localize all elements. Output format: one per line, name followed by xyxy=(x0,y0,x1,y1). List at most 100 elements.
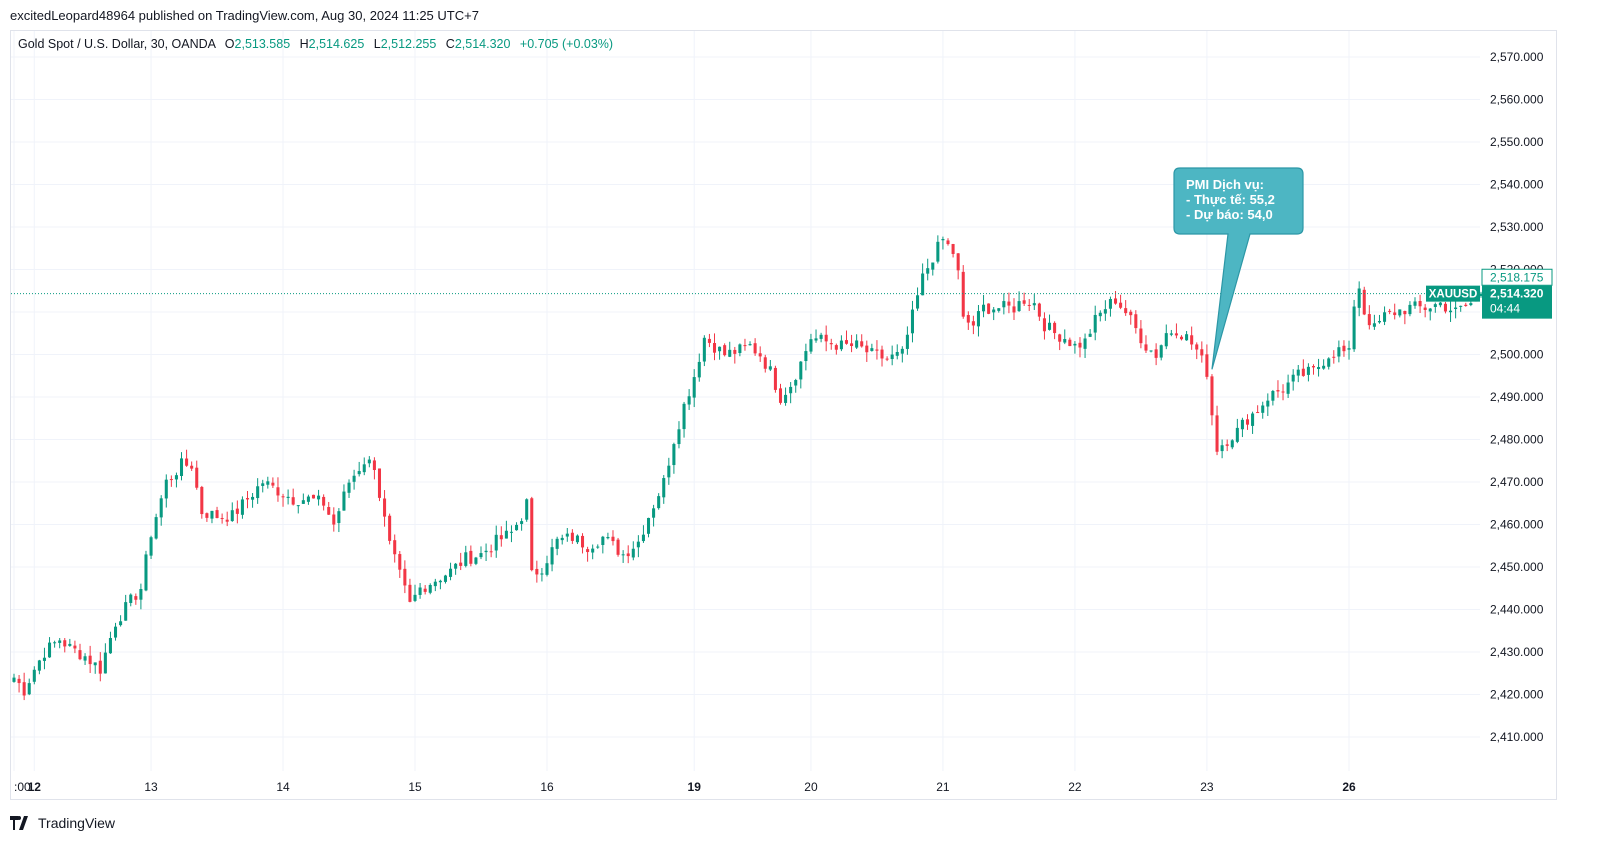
candle-body xyxy=(301,500,305,504)
candle-body xyxy=(372,460,376,471)
y-tick-label: 2,500.000 xyxy=(1490,348,1544,362)
candle-body xyxy=(581,535,585,548)
candle-body xyxy=(286,496,290,498)
candle-body xyxy=(251,496,255,500)
candle-body xyxy=(17,678,21,684)
candle-body xyxy=(1058,334,1062,342)
candle-body xyxy=(1210,376,1214,416)
candle-body xyxy=(124,602,128,621)
candle-body xyxy=(809,339,813,352)
candle-body xyxy=(149,537,153,556)
candle-body xyxy=(225,519,229,522)
x-tick-label: 26 xyxy=(1342,780,1356,794)
y-tick-label: 2,480.000 xyxy=(1490,433,1544,447)
candle-body xyxy=(332,514,336,525)
candle-body xyxy=(1017,301,1021,312)
x-tick-label: 20 xyxy=(804,780,818,794)
countdown-label: 04:44 xyxy=(1490,302,1520,316)
candle-body xyxy=(32,669,36,682)
candle-body xyxy=(281,496,285,498)
candle-body xyxy=(63,640,67,647)
candle-body xyxy=(1423,307,1427,311)
candle-body xyxy=(1068,339,1072,347)
candle-body xyxy=(306,496,310,502)
candle-body xyxy=(342,491,346,511)
candle-body xyxy=(631,548,635,558)
candle-body xyxy=(723,345,727,356)
candle-body xyxy=(103,652,107,674)
candle-body xyxy=(575,535,579,543)
candle-body xyxy=(1195,344,1199,350)
candle-body xyxy=(916,295,920,309)
candle-body xyxy=(652,508,656,518)
candle-body xyxy=(1073,343,1077,346)
legend-high-value: 2,514.625 xyxy=(308,37,365,51)
y-tick-label: 2,420.000 xyxy=(1490,688,1544,702)
candle-body xyxy=(1103,309,1107,314)
candle-body xyxy=(926,268,930,274)
candle-body xyxy=(641,534,645,542)
candle-body xyxy=(1225,444,1229,446)
candle-body xyxy=(337,511,341,524)
x-tick-label: 22 xyxy=(1068,780,1082,794)
candle-body xyxy=(1129,311,1133,316)
candle-body xyxy=(865,345,869,353)
candle-body xyxy=(1327,358,1331,367)
candle-body xyxy=(1276,390,1280,392)
candle-body xyxy=(256,486,260,499)
y-tick-label: 2,410.000 xyxy=(1490,730,1544,744)
candle-body xyxy=(1179,336,1184,340)
candle-body xyxy=(1443,303,1447,312)
candle-body xyxy=(42,657,46,661)
candle-body xyxy=(27,683,31,695)
candle-body xyxy=(966,315,970,323)
x-tick-label: 23 xyxy=(1200,780,1214,794)
candle-body xyxy=(692,377,696,398)
candle-body xyxy=(900,348,904,354)
candle-body xyxy=(1240,419,1244,430)
candle-body xyxy=(459,562,463,566)
candle-body xyxy=(738,344,742,354)
chart-area[interactable] xyxy=(10,30,1557,800)
candle-body xyxy=(971,321,975,326)
legend-low-value: 2,512.255 xyxy=(380,37,437,51)
candle-body xyxy=(586,549,590,553)
candle-body xyxy=(1149,350,1153,352)
candle-body xyxy=(393,540,397,555)
candle-body xyxy=(1144,344,1148,351)
candle-body xyxy=(768,366,772,370)
publisher-line: excitedLeopard48964 published on Trading… xyxy=(10,8,479,23)
y-tick-label: 2,490.000 xyxy=(1490,390,1544,404)
x-tick-label: 21 xyxy=(936,780,950,794)
candle-body xyxy=(200,486,204,515)
candle-body xyxy=(870,348,874,351)
candle-body xyxy=(1332,356,1336,358)
candle-body xyxy=(1098,312,1102,317)
candle-body xyxy=(403,568,407,586)
candle-body xyxy=(687,396,691,405)
candle-body xyxy=(1337,347,1341,357)
candle-body xyxy=(1372,323,1376,327)
candle-body xyxy=(1291,374,1295,382)
x-tick-label: 15 xyxy=(408,780,422,794)
candle-body xyxy=(875,349,879,351)
candle-body xyxy=(606,537,610,539)
candle-body xyxy=(245,498,250,500)
candle-body xyxy=(377,468,382,498)
candle-body xyxy=(1002,301,1006,308)
candle-body xyxy=(718,346,722,352)
candle-body xyxy=(78,650,82,660)
candle-body xyxy=(1438,302,1442,306)
candle-body xyxy=(327,507,331,515)
candle-body xyxy=(484,550,488,553)
candle-body xyxy=(921,273,925,296)
candle-body xyxy=(596,546,600,548)
candle-body xyxy=(758,353,762,357)
candle-body xyxy=(565,533,569,537)
candle-body xyxy=(12,677,16,682)
y-tick-label: 2,470.000 xyxy=(1490,475,1544,489)
candle-body xyxy=(317,495,321,500)
candle-body xyxy=(1286,382,1290,394)
callout-text: - Dự báo: 54,0 xyxy=(1186,207,1273,222)
